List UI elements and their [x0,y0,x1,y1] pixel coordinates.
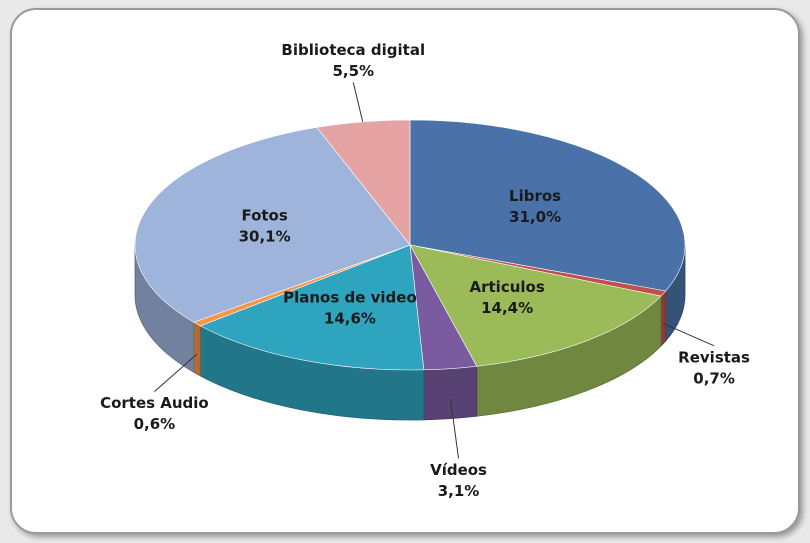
slice [199,244,425,371]
leader-line [449,398,460,459]
slice-label: Libros [509,187,561,205]
slice-value-label: 0,7% [693,369,735,387]
leader-line [154,353,198,392]
slice-label: Revistas [678,348,750,366]
leader-line [663,323,715,347]
slice [316,119,411,246]
slice-label: Biblioteca digital [281,41,425,59]
slice-value-label: 0,6% [134,415,176,433]
slice [134,127,411,323]
slice-label: Fotos [241,207,287,225]
leader-line [352,82,364,122]
slice-value-label: 14,6% [324,310,376,328]
slice-side [423,365,478,421]
slice-value-label: 14,4% [481,299,533,317]
slice-side [193,321,201,377]
slice-label: Cortes Audio [100,394,209,412]
slice-label: Vídeos [430,461,487,479]
slice [409,119,686,292]
slice-value-label: 30,1% [239,228,291,246]
slice [409,244,662,367]
slice-value-label: 5,5% [332,62,374,80]
slice-value-label: 31,0% [509,208,561,226]
slice-side [660,289,667,348]
slice-value-label: 3,1% [438,482,480,500]
slice-label: Planos de video [283,289,417,307]
slice-label: Articulos [470,278,545,296]
